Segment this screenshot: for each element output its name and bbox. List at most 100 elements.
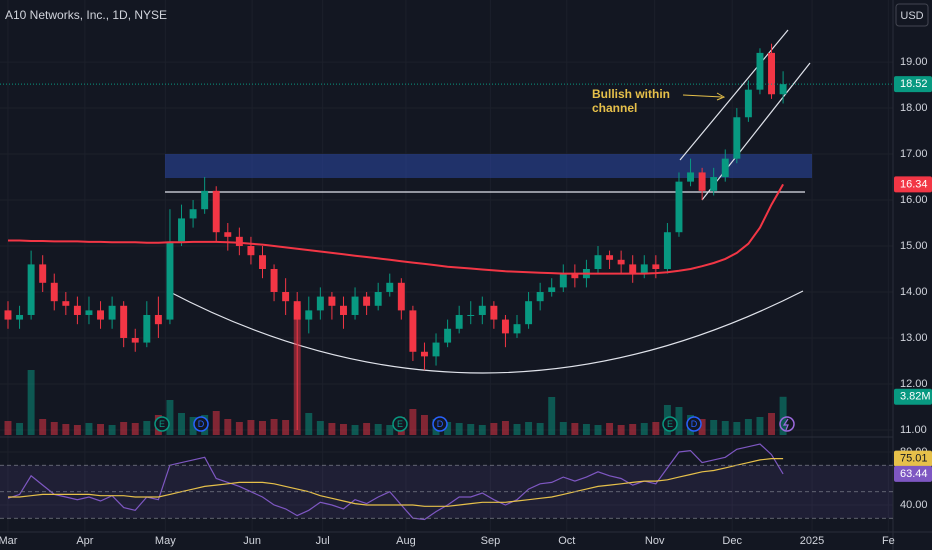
axis-label-box — [894, 176, 932, 193]
candle-body — [62, 301, 70, 306]
x-tick-label: Fe — [882, 535, 895, 547]
candle-body — [397, 282, 405, 311]
candle-body — [120, 305, 128, 338]
candle-body — [247, 246, 255, 256]
volume-bar — [640, 423, 648, 435]
x-tick-label: 2025 — [800, 535, 824, 547]
volume-bar — [779, 396, 787, 435]
x-tick-label: Jun — [243, 535, 261, 547]
x-tick-label: Nov — [645, 535, 665, 547]
candle-body — [39, 264, 47, 283]
candle-body — [420, 351, 428, 357]
candle-body — [212, 190, 220, 233]
candle-body — [328, 296, 336, 306]
volume-bar — [698, 419, 706, 435]
candle-body — [351, 296, 359, 315]
volume-bar — [340, 424, 347, 435]
volume-bar — [478, 425, 486, 435]
volume-bar — [305, 413, 313, 435]
x-tick-label: Oct — [558, 535, 575, 547]
candle-body — [501, 319, 509, 334]
candle-body — [50, 282, 58, 302]
volume-bar — [409, 409, 417, 435]
volume-bar — [467, 424, 475, 435]
candle-body — [687, 172, 695, 182]
volume-bar — [85, 423, 93, 435]
volume-bar — [768, 413, 775, 435]
candle-body — [154, 314, 162, 325]
candle-body — [340, 305, 347, 315]
volume-bar — [594, 425, 602, 435]
candle-body — [629, 264, 637, 274]
volume-bar — [39, 419, 47, 435]
candle-body — [606, 255, 614, 260]
candle-body — [444, 328, 452, 343]
candle-body — [675, 181, 683, 233]
volume-bar — [548, 397, 556, 435]
x-tick-label: Sep — [481, 535, 501, 547]
annotation-arrow — [682, 94, 723, 98]
arrow-head — [716, 92, 726, 101]
x-tick-label: Aug — [396, 535, 416, 547]
candle-body — [467, 314, 475, 316]
event-marker — [662, 416, 678, 432]
candle-body — [432, 342, 440, 357]
axis-label-box — [894, 465, 932, 482]
volume-bar — [710, 420, 718, 435]
currency: USD — [900, 10, 923, 22]
resistance-zone — [165, 154, 812, 178]
volume-bar — [27, 370, 35, 435]
candle-body — [779, 84, 787, 95]
volume-bar — [270, 419, 278, 435]
candle-body — [178, 218, 185, 242]
volume-bar — [617, 425, 625, 435]
y-tick-label: 12.00 — [900, 378, 928, 390]
volume-bar — [501, 421, 509, 435]
candle-body — [131, 337, 139, 343]
volume-bar — [536, 423, 544, 435]
event-label: E — [397, 419, 403, 429]
event-marker — [686, 416, 702, 432]
x-tick-label: Jul — [316, 535, 330, 547]
chart-title: A10 Networks, Inc., 1D, NYSE — [5, 8, 167, 22]
volume-bar — [224, 419, 232, 435]
axis-label: 75.01 — [900, 452, 928, 464]
y-tick-label: 13.00 — [900, 332, 928, 344]
candle-body — [305, 310, 313, 320]
volume-bar — [606, 423, 614, 435]
candle-body — [640, 264, 648, 274]
candle-body — [374, 291, 382, 306]
x-tick-label: Apr — [76, 535, 93, 547]
volume-bar — [120, 422, 128, 435]
candle-body — [513, 324, 521, 334]
volume-bar — [50, 422, 58, 435]
axis-label-box — [894, 450, 932, 467]
event-label: E — [667, 419, 673, 429]
volume-bar — [351, 425, 359, 435]
rsi-line — [7, 443, 784, 521]
channel-lower — [701, 62, 811, 201]
plot — [4, 43, 787, 521]
axis-label: 63.44 — [900, 468, 928, 480]
candle-body — [108, 305, 116, 320]
candle-body — [617, 259, 625, 265]
candle-body — [73, 305, 81, 315]
y-tick-label: 15.00 — [900, 240, 928, 252]
volume-bar — [178, 413, 185, 435]
candle-body — [548, 287, 556, 292]
annotation-line: channel — [592, 101, 637, 115]
volume-bar — [559, 422, 567, 435]
cup-curve — [167, 290, 804, 374]
y-tick-label: 11.00 — [900, 424, 927, 436]
volume-bar — [675, 407, 683, 435]
candle-body — [768, 52, 775, 95]
volume-bar — [131, 423, 139, 435]
volume-bar — [386, 425, 394, 435]
x-tick-label: May — [155, 535, 176, 547]
candle-body — [710, 177, 718, 191]
candle-body — [224, 232, 232, 237]
volume-bar — [316, 421, 324, 435]
axis-label-box — [894, 76, 932, 93]
candle-body — [652, 264, 660, 270]
volume-bar — [166, 400, 174, 435]
